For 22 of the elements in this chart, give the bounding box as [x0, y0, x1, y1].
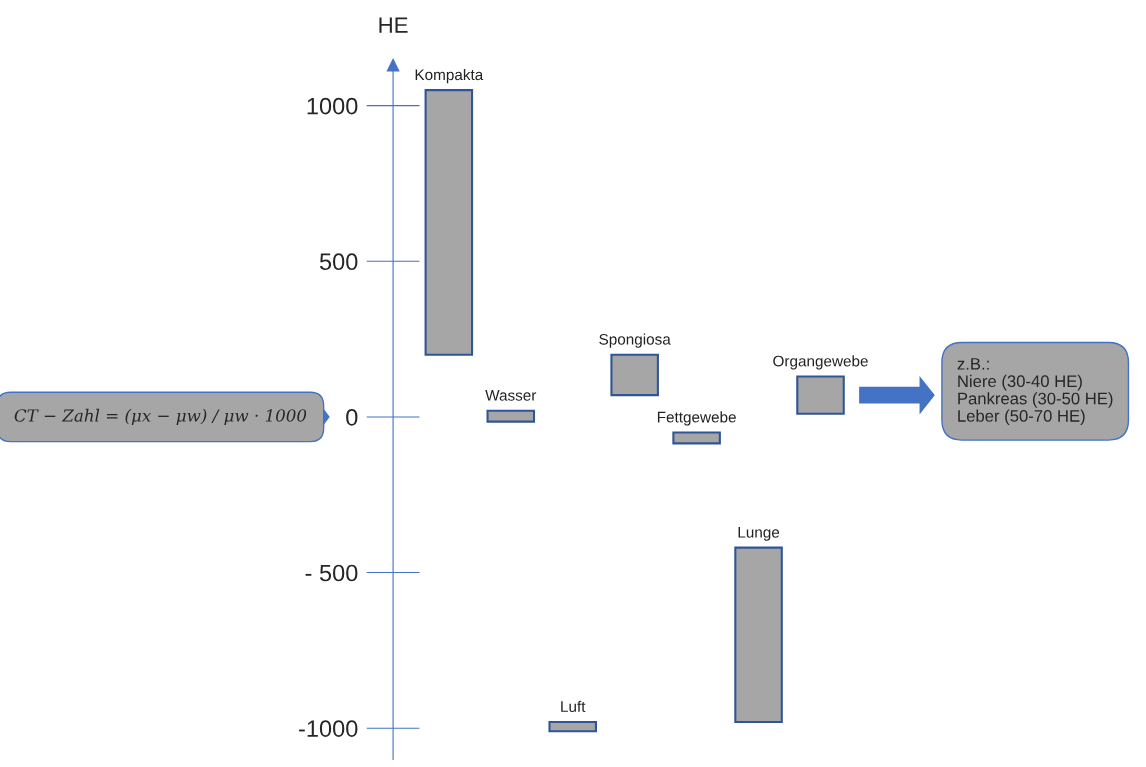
text: CT − Zahl = (μx − μw) / μw · 1000 [14, 408, 307, 425]
bar [796, 375, 845, 415]
x-tick-label: Fettgewebe [657, 411, 736, 426]
x-tick-label: Kompakta [415, 68, 484, 84]
bar [734, 546, 783, 724]
x-tick-label: Spongiosa [599, 333, 671, 348]
y-tick-label: 1000 [307, 97, 358, 115]
bar [424, 89, 474, 356]
x-tick-label: Lunge [738, 527, 780, 541]
bar [672, 431, 721, 445]
y-axis-title: HE [379, 17, 408, 33]
x-tick-label: Organgewebe [773, 355, 868, 370]
text: z.B.: Niere (30-40 HE) Pankreas (30-50 HE) Leber (50-70 HE) [957, 358, 1113, 426]
x-tick-label: Wasser [485, 390, 537, 401]
x-tick-label: Luft [561, 700, 586, 713]
bar [610, 353, 659, 397]
y-tick-label: -1000 [299, 720, 358, 737]
y-tick-label: 0 [346, 409, 358, 426]
y-tick-label: 500 [319, 253, 358, 271]
bar [486, 409, 536, 423]
bar [548, 720, 597, 733]
y-tick-label: - 500 [305, 564, 358, 582]
